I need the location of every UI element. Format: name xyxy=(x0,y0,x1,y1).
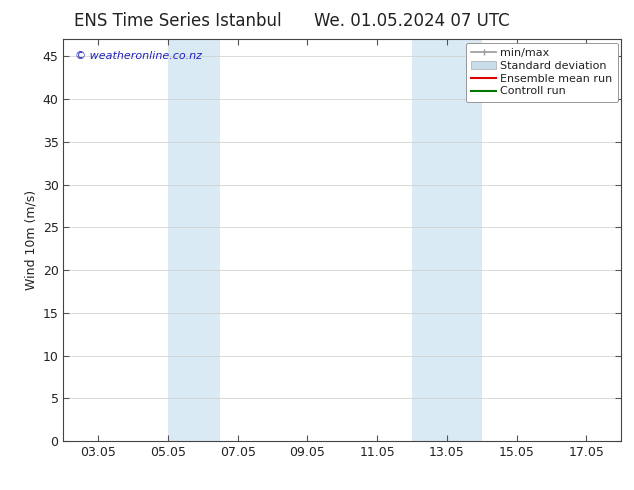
Text: © weatheronline.co.nz: © weatheronline.co.nz xyxy=(75,51,202,61)
Legend: min/max, Standard deviation, Ensemble mean run, Controll run: min/max, Standard deviation, Ensemble me… xyxy=(466,43,618,102)
Y-axis label: Wind 10m (m/s): Wind 10m (m/s) xyxy=(24,190,37,290)
Bar xyxy=(412,39,482,441)
Text: We. 01.05.2024 07 UTC: We. 01.05.2024 07 UTC xyxy=(314,12,510,30)
Bar xyxy=(168,39,221,441)
Text: ENS Time Series Istanbul: ENS Time Series Istanbul xyxy=(74,12,281,30)
